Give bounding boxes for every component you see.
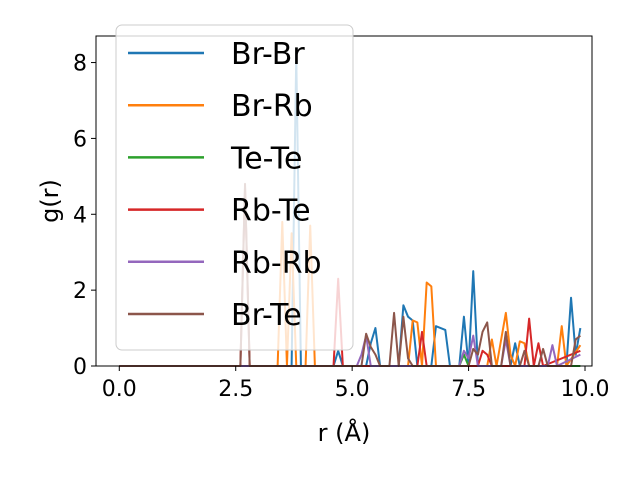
legend-label-rb-te: Rb-Te (231, 194, 311, 229)
y-tick-label: 4 (73, 203, 87, 228)
x-tick-label: 10.0 (561, 377, 610, 402)
legend-label-br-te: Br-Te (231, 298, 302, 333)
x-tick-label: 0.0 (102, 377, 137, 402)
legend: Br-Br Br-Rb Te-Te Rb-Te Rb-Rb Br-Te (115, 24, 354, 351)
y-tick-label: 2 (73, 279, 87, 304)
x-tick-label: 7.5 (451, 377, 486, 402)
y-axis-label: g(r) (36, 179, 64, 223)
legend-label-br-br: Br-Br (231, 37, 305, 72)
legend-label-br-rb: Br-Rb (231, 89, 313, 124)
x-tick-label: 5.0 (335, 377, 370, 402)
y-tick-label: 0 (73, 355, 87, 380)
x-tick-label: 2.5 (218, 377, 253, 402)
y-tick-label: 8 (73, 52, 87, 77)
x-axis-label: r (Å) (318, 418, 371, 447)
x-axis: 0.0 2.5 5.0 7.5 10.0 (102, 366, 610, 402)
y-tick-label: 6 (73, 127, 87, 152)
legend-label-rb-rb: Rb-Rb (231, 246, 322, 281)
legend-label-te-te: Te-Te (230, 141, 302, 176)
y-axis: 0 2 4 6 8 (73, 52, 96, 380)
